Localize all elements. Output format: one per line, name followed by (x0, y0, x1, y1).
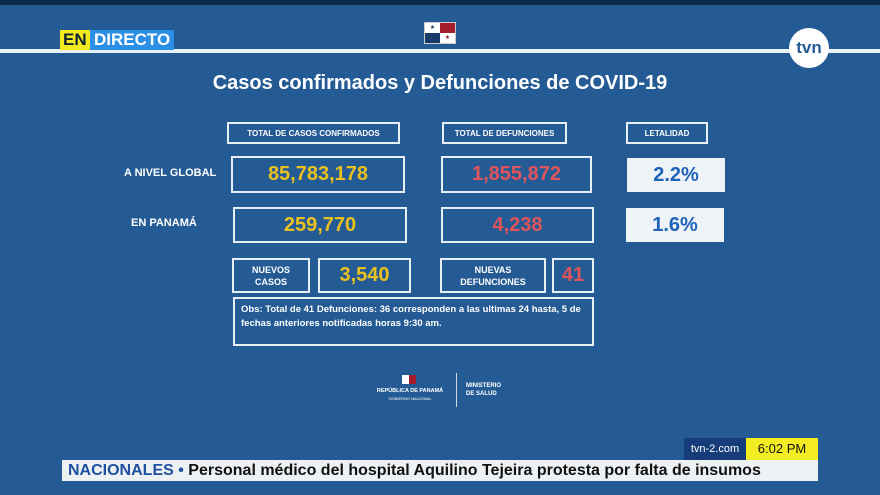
global-deaths: 1,855,872 (441, 156, 592, 193)
new-deaths-label: NUEVAS DEFUNCIONES (440, 258, 546, 293)
ministry-text: MINISTERIO DE SALUD (466, 382, 501, 398)
global-cases: 85,783,178 (231, 156, 405, 193)
header-total-cases: TOTAL DE CASOS CONFIRMADOS (227, 122, 400, 144)
new-cases-label: NUEVOS CASOS (232, 258, 310, 293)
observation-note: Obs: Total de 41 Defunciones: 36 corresp… (233, 297, 594, 346)
label-line: NUEVAS (474, 264, 512, 275)
gov-text: GOBIERNO NACIONAL (388, 396, 432, 401)
ticker-bullet: • (178, 462, 184, 479)
panama-cases: 259,770 (233, 207, 407, 243)
site-badge: tvn-2.com (684, 438, 746, 460)
label-line: DEFUNCIONES (460, 276, 526, 287)
ticker-category: NACIONALES (68, 462, 174, 479)
small-flag-icon (402, 375, 416, 384)
panama-lethality: 1.6% (626, 208, 724, 242)
page-title: Casos confirmados y Defunciones de COVID… (212, 72, 668, 94)
header-total-deaths: TOTAL DE DEFUNCIONES (442, 122, 567, 144)
label-line: NUEVOS (251, 264, 290, 275)
news-ticker: NACIONALES • Personal médico del hospita… (62, 460, 818, 481)
time-badge: 6:02 PM (746, 438, 818, 460)
live-badge-en: EN (60, 30, 90, 50)
row-label-panama: EN PANAMÁ (131, 217, 197, 229)
header-lethality: LETALIDAD (626, 122, 708, 144)
ministry-logo: REPÚBLICA DE PANAMÁ GOBIERNO NACIONAL MI… (370, 373, 520, 407)
global-lethality: 2.2% (627, 158, 725, 192)
tvn-logo: tvn (789, 28, 829, 68)
row-label-global: A NIVEL GLOBAL (124, 167, 217, 179)
ministry-line: MINISTERIO (466, 383, 502, 389)
republic-text: REPÚBLICA DE PANAMÁ (376, 388, 444, 394)
ticker-headline: Personal médico del hospital Aquilino Te… (188, 462, 761, 479)
top-bar (0, 0, 880, 5)
panama-deaths: 4,238 (441, 207, 594, 243)
ministry-line: DE SALUD (466, 391, 497, 397)
label-line: CASOS (254, 276, 287, 287)
new-deaths: 41 (552, 258, 594, 293)
new-cases: 3,540 (318, 258, 411, 293)
divider (0, 49, 880, 53)
logo-divider (456, 373, 457, 407)
panama-flag-icon: ★ ★ (424, 22, 456, 44)
live-badge-directo: DIRECTO (90, 30, 175, 50)
